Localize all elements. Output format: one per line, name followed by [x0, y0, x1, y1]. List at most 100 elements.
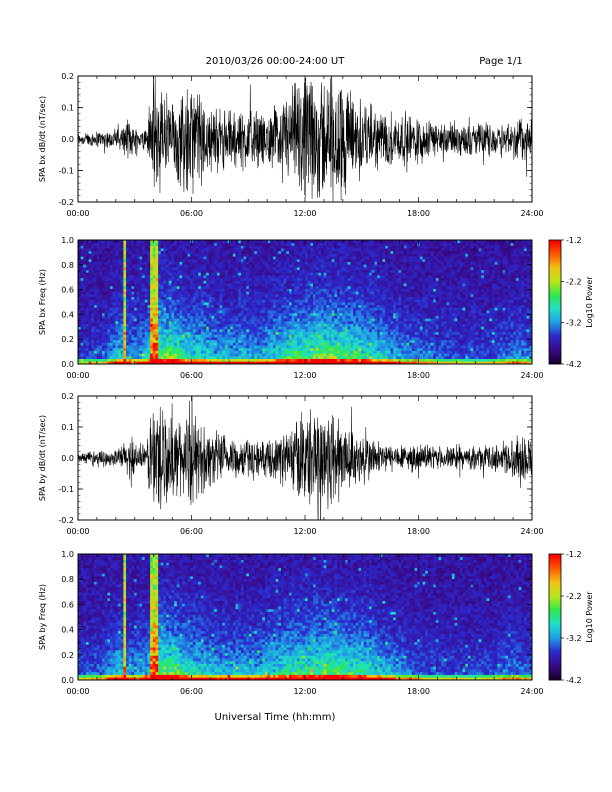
spectrogram-cell — [195, 256, 199, 260]
spectrogram-cell — [163, 318, 167, 322]
spectrogram-cell — [230, 275, 234, 279]
spectrogram-cell — [115, 256, 119, 260]
spectrogram-cell — [238, 291, 242, 295]
spectrogram-cell — [80, 350, 84, 354]
spectrogram-cell — [334, 339, 338, 343]
spectrogram-cell — [198, 283, 202, 287]
spectrogram-cell — [115, 318, 119, 322]
spectrogram-cell — [176, 350, 180, 354]
spectrogram-cell — [262, 312, 266, 316]
spectrogram-cell — [219, 334, 223, 338]
spectrogram-cell — [142, 264, 146, 268]
spectrogram-cell — [240, 307, 244, 311]
spectrogram-cell — [350, 291, 354, 295]
spectrogram-cell — [142, 248, 146, 252]
spectrogram-cell — [104, 293, 108, 298]
spectrogram-cell — [195, 310, 199, 314]
spectrogram-cell — [254, 253, 258, 257]
spectrogram-cell — [126, 353, 130, 357]
spectrogram-cell — [192, 266, 196, 271]
spectrogram-cell — [139, 302, 143, 306]
spectrogram-cell — [353, 256, 357, 260]
spectrogram-cell — [278, 240, 282, 244]
spectrogram-cell — [251, 355, 255, 360]
spectrogram-cell — [222, 269, 226, 273]
spectrogram-cell — [214, 272, 218, 276]
spectrogram-cell — [91, 334, 95, 338]
spectrogram-cell — [91, 269, 95, 273]
spectrogram-cell — [163, 331, 167, 335]
spectrogram-cell — [107, 258, 111, 262]
spectrogram-cell — [91, 350, 95, 354]
spectrogram-cell — [179, 253, 183, 257]
spectrogram-cell — [126, 358, 130, 362]
spectrogram-cell — [262, 304, 266, 308]
spectrogram-cell — [216, 280, 220, 284]
spectrogram-cell — [347, 353, 351, 357]
spectrogram-cell — [123, 310, 127, 314]
spectrogram-cell — [272, 318, 277, 322]
spectrogram-cell — [240, 283, 244, 287]
spectrogram-cell — [115, 299, 119, 303]
spectrogram-cell — [323, 342, 327, 346]
spectrogram-cell — [147, 253, 151, 257]
spectrogram-cell — [259, 242, 263, 246]
spectrogram-cell — [115, 361, 119, 365]
spectrogram-cell — [168, 283, 172, 287]
spectrogram-cell — [219, 288, 223, 292]
spectrogram-cell — [144, 293, 148, 298]
spectrogram-cell — [232, 350, 236, 354]
spectrogram-cell — [187, 261, 191, 265]
spectrogram-cell — [288, 242, 293, 246]
spectrogram-cell — [355, 315, 359, 319]
spectrogram-cell — [270, 248, 274, 252]
spectrogram-cell — [326, 296, 330, 300]
spectrogram-cell — [152, 253, 156, 257]
spectrogram-cell — [99, 315, 103, 319]
spectrogram-cell — [305, 323, 309, 327]
spectrogram-cell — [254, 266, 258, 271]
spectrogram-cell — [176, 323, 180, 327]
spectrogram-cell — [272, 258, 277, 262]
spectrogram-cell — [166, 248, 170, 252]
spectrogram-cell — [190, 261, 194, 265]
spectrogram-cell — [278, 347, 282, 351]
spectrogram-cell — [99, 331, 103, 335]
spectrogram-cell — [318, 315, 322, 319]
spectrogram-cell — [342, 293, 346, 298]
spectrogram-cell — [80, 307, 84, 311]
spectrogram-cell — [232, 318, 236, 322]
spectrogram-cell — [254, 342, 258, 346]
spectrogram-cell — [353, 275, 357, 279]
spectrogram-cell — [243, 312, 247, 316]
spectrogram-cell — [331, 258, 335, 262]
spectrogram-cell — [334, 345, 338, 349]
spectrogram-cell — [315, 275, 319, 279]
spectrogram-cell — [118, 350, 122, 354]
spectrogram-cell — [200, 304, 204, 308]
spectrogram-cell — [270, 326, 274, 330]
spectrogram-cell — [353, 312, 357, 316]
spectrogram-cell — [318, 355, 322, 360]
spectrogram-cell — [131, 293, 135, 298]
spectrogram-cell — [270, 272, 274, 276]
spectrogram-cell — [299, 250, 303, 254]
spectrogram-cell — [227, 250, 231, 254]
spectrogram-cell — [318, 242, 322, 246]
spectrogram-cell — [347, 358, 351, 362]
spectrogram-cell — [318, 240, 322, 244]
spectrogram-cell — [238, 342, 242, 346]
spectrogram-cell — [305, 320, 309, 324]
spectrogram-cell — [259, 310, 263, 314]
spectrogram-cell — [315, 353, 319, 357]
spectrogram-cell — [254, 358, 258, 362]
spectrogram-cell — [291, 331, 295, 335]
spectrogram-cell — [288, 315, 293, 319]
spectrogram-cell — [99, 285, 103, 289]
spectrogram-cell — [182, 264, 186, 268]
spectrogram-cell — [240, 342, 244, 346]
spectrogram-cell — [107, 296, 111, 300]
spectrogram-cell — [227, 355, 231, 360]
spectrogram-cell — [176, 326, 180, 330]
spectrogram-cell — [150, 299, 154, 303]
